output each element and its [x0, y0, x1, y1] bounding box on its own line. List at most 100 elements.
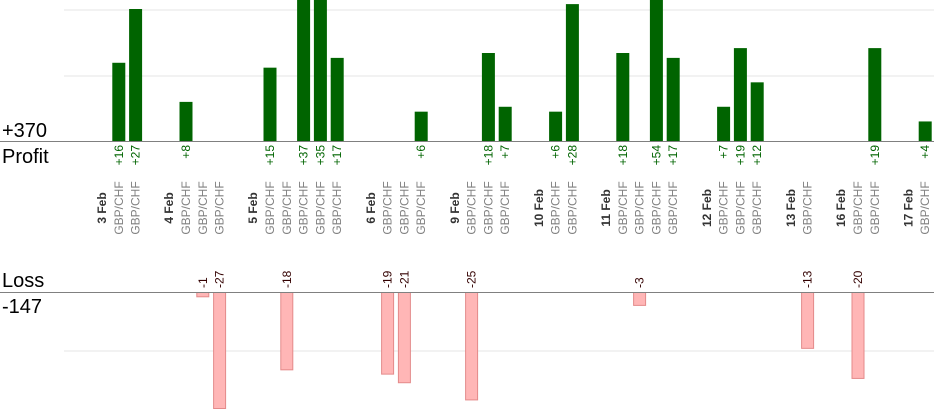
pair-label: GBP/CHF — [196, 181, 210, 234]
profit-bar — [565, 4, 579, 141]
pair-label: GBP/CHF — [666, 181, 680, 234]
pair-label: GBP/CHF — [263, 181, 277, 234]
loss-label: Loss — [2, 270, 44, 292]
pair-label: GBP/CHF — [330, 181, 344, 234]
loss-bar — [381, 292, 395, 375]
profit-bar — [313, 0, 327, 141]
profit-value-label: +8 — [179, 145, 193, 159]
profit-value-label: +6 — [549, 145, 563, 159]
pair-label: GBP/CHF — [868, 181, 882, 234]
loss-value-label: -1 — [196, 277, 210, 288]
pair-label: GBP/CHF — [633, 181, 647, 234]
pair-label: GBP/CHF — [280, 181, 294, 234]
date-label: 3 Feb — [95, 192, 109, 223]
date-label: 10 Feb — [532, 189, 546, 227]
profit-label: Profit — [2, 146, 49, 168]
profit-bar — [616, 53, 630, 141]
pair-label: GBP/CHF — [750, 181, 764, 234]
profit-value-label: +37 — [297, 145, 311, 166]
profit-bar — [297, 0, 311, 141]
loss-bar — [280, 292, 294, 371]
loss-value-label: -21 — [397, 270, 411, 288]
date-label: 5 Feb — [246, 192, 260, 223]
profit-bar — [330, 57, 344, 142]
profit-value-label: +16 — [112, 145, 126, 166]
date-label: 4 Feb — [162, 192, 176, 223]
loss-bar — [851, 292, 865, 379]
profit-bar — [414, 111, 428, 141]
loss-bar — [213, 292, 227, 409]
pair-label: GBP/CHF — [313, 181, 327, 234]
profit-bar — [498, 106, 512, 141]
pair-label: GBP/CHF — [649, 181, 663, 234]
date-label: 17 Feb — [901, 189, 915, 227]
loss-value-label: -27 — [213, 270, 227, 288]
profit-value-label: +28 — [565, 145, 579, 166]
profit-value-label: +6 — [414, 145, 428, 159]
date-label: 16 Feb — [834, 189, 848, 227]
pair-label: GBP/CHF — [616, 181, 630, 234]
profit-bar — [918, 121, 932, 141]
profit-value-label: +54 — [649, 145, 663, 166]
pair-label: GBP/CHF — [129, 181, 143, 234]
loss-bar — [801, 292, 815, 349]
profit-value-label: +18 — [616, 145, 630, 166]
loss-total: -147 — [2, 296, 42, 318]
grid-lines — [64, 9, 934, 352]
loss-value-label: -3 — [633, 277, 647, 288]
profit-total: +370 — [2, 120, 47, 142]
pair-label: GBP/CHF — [918, 181, 932, 234]
profit-value-label: +19 — [733, 145, 747, 166]
profit-bar — [179, 101, 193, 141]
loss-value-label: -18 — [280, 270, 294, 288]
loss-bar — [465, 292, 479, 401]
profit-bar — [549, 111, 563, 141]
date-label: 9 Feb — [448, 192, 462, 223]
value-labels: +16 +27 +8-1 -27+15-18+37 +35 +17-19 -21+6-25+… — [112, 145, 932, 288]
profit-bar — [263, 67, 277, 141]
pair-label: GBP/CHF — [481, 181, 495, 234]
profit-bar — [733, 48, 747, 141]
pair-label: GBP/CHF — [213, 181, 227, 234]
profit-value-label: +7 — [498, 145, 512, 159]
date-label: 11 Feb — [599, 189, 613, 226]
pair-label: GBP/CHF — [717, 181, 731, 234]
pair-label: GBP/CHF — [179, 181, 193, 234]
profit-bar — [750, 82, 764, 141]
profit-bar — [717, 106, 731, 141]
pair-label: GBP/CHF — [801, 181, 815, 234]
pair-label: GBP/CHF — [565, 181, 579, 234]
profit-value-label: +27 — [129, 145, 143, 166]
profit-bar — [112, 62, 126, 141]
date-label: 13 Feb — [784, 189, 798, 227]
profit-value-label: +35 — [313, 145, 327, 166]
loss-bar — [196, 292, 210, 298]
date-label: 12 Feb — [700, 189, 714, 227]
profit-value-label: +12 — [750, 145, 764, 166]
loss-value-label: -25 — [465, 270, 479, 288]
loss-value-label: -13 — [801, 270, 815, 288]
pair-label: GBP/CHF — [381, 181, 395, 234]
profit-bar — [868, 48, 882, 141]
bars — [112, 0, 932, 409]
profit-value-label: +4 — [918, 145, 932, 159]
profit-bar — [666, 57, 680, 142]
profit-bar — [649, 0, 663, 141]
pair-label: GBP/CHF — [112, 181, 126, 234]
date-label: 6 Feb — [364, 192, 378, 223]
pair-label: GBP/CHF — [397, 181, 411, 234]
pair-label: GBP/CHF — [297, 181, 311, 234]
category-labels: 3 Feb GBP/CHF GBP/CHF 4 Feb GBP/CHF GBP/CHF GB… — [95, 181, 932, 234]
loss-value-label: -19 — [381, 270, 395, 288]
profit-value-label: +7 — [717, 145, 731, 159]
pair-label: GBP/CHF — [465, 181, 479, 234]
profit-value-label: +17 — [330, 145, 344, 166]
profit-bar — [481, 53, 495, 141]
profit-value-label: +18 — [481, 145, 495, 166]
profit-bar — [129, 9, 143, 141]
profit-value-label: +17 — [666, 145, 680, 166]
pair-label: GBP/CHF — [414, 181, 428, 234]
loss-bar — [397, 292, 411, 384]
profit-value-label: +19 — [868, 145, 882, 166]
